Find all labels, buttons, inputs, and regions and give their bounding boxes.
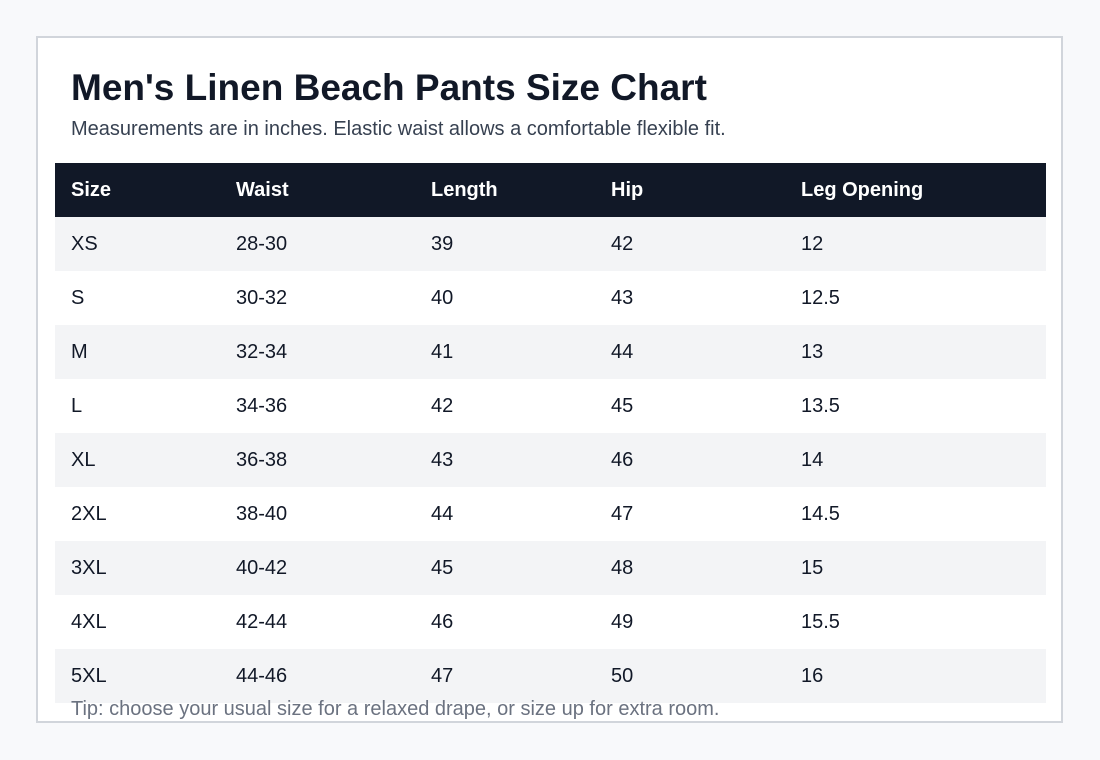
cell-size: 4XL: [71, 610, 107, 633]
cell-size: 3XL: [71, 556, 107, 579]
cell-leg-opening: 13.5: [801, 394, 840, 417]
cell-hip: 45: [611, 394, 634, 417]
table-row: L 34-36 42 45 13.5: [55, 379, 1046, 433]
cell-hip: 47: [611, 502, 634, 525]
cell-length: 45: [431, 556, 454, 579]
cell-length: 39: [431, 232, 454, 255]
header-hip: Hip: [611, 178, 644, 201]
cell-waist: 28-30: [236, 232, 288, 255]
cell-hip: 44: [611, 340, 634, 363]
table-header: Size Waist Length Hip Leg Opening: [55, 163, 1046, 217]
cell-hip: 42: [611, 232, 634, 255]
table-body: XS 28-30 39 42 12 S 30-32 40 43 12.5 M 3…: [55, 217, 1046, 703]
table-row: XL 36-38 43 46 14: [55, 433, 1046, 487]
cell-waist: 40-42: [236, 556, 288, 579]
cell-waist: 30-32: [236, 286, 288, 309]
size-table: Size Waist Length Hip Leg Opening XS 28-…: [55, 163, 1046, 703]
cell-size: S: [71, 286, 85, 309]
cell-size: 5XL: [71, 664, 107, 687]
page-title: Men's Linen Beach Pants Size Chart: [71, 67, 707, 108]
cell-waist: 32-34: [236, 340, 288, 363]
cell-leg-opening: 14.5: [801, 502, 840, 525]
cell-size: L: [71, 394, 83, 417]
cell-waist: 36-38: [236, 448, 288, 471]
cell-size: M: [71, 340, 88, 363]
cell-size: XS: [71, 232, 98, 255]
page-subtitle: Measurements are in inches. Elastic wais…: [71, 118, 726, 140]
table-row: 3XL 40-42 45 48 15: [55, 541, 1046, 595]
cell-length: 47: [431, 664, 454, 687]
cell-leg-opening: 14: [801, 448, 824, 471]
cell-length: 43: [431, 448, 454, 471]
cell-hip: 50: [611, 664, 634, 687]
header-leg-opening: Leg Opening: [801, 178, 924, 201]
table-row: S 30-32 40 43 12.5: [55, 271, 1046, 325]
cell-waist: 34-36: [236, 394, 288, 417]
cell-waist: 44-46: [236, 664, 288, 687]
table-row: 5XL 44-46 47 50 16: [55, 649, 1046, 703]
cell-leg-opening: 16: [801, 664, 824, 687]
cell-length: 41: [431, 340, 454, 363]
header-size: Size: [71, 178, 112, 201]
cell-hip: 46: [611, 448, 634, 471]
cell-length: 46: [431, 610, 454, 633]
cell-waist: 38-40: [236, 502, 288, 525]
cell-leg-opening: 15.5: [801, 610, 840, 633]
cell-length: 44: [431, 502, 454, 525]
cell-waist: 42-44: [236, 610, 288, 633]
cell-hip: 43: [611, 286, 634, 309]
header-waist: Waist: [236, 178, 289, 201]
table-row: M 32-34 41 44 13: [55, 325, 1046, 379]
header-length: Length: [431, 178, 498, 201]
table-row: 4XL 42-44 46 49 15.5: [55, 595, 1046, 649]
fit-tip: Tip: choose your usual size for a relaxe…: [71, 698, 720, 720]
cell-leg-opening: 13: [801, 340, 824, 363]
size-chart-card: Men's Linen Beach Pants Size Chart Measu…: [36, 36, 1063, 723]
cell-size: XL: [71, 448, 96, 471]
cell-size: 2XL: [71, 502, 107, 525]
cell-hip: 49: [611, 610, 634, 633]
cell-leg-opening: 15: [801, 556, 824, 579]
table-row: XS 28-30 39 42 12: [55, 217, 1046, 271]
cell-hip: 48: [611, 556, 634, 579]
cell-length: 40: [431, 286, 454, 309]
cell-leg-opening: 12.5: [801, 286, 840, 309]
cell-length: 42: [431, 394, 454, 417]
table-row: 2XL 38-40 44 47 14.5: [55, 487, 1046, 541]
table-header-row: Size Waist Length Hip Leg Opening: [55, 163, 1046, 217]
cell-leg-opening: 12: [801, 232, 824, 255]
